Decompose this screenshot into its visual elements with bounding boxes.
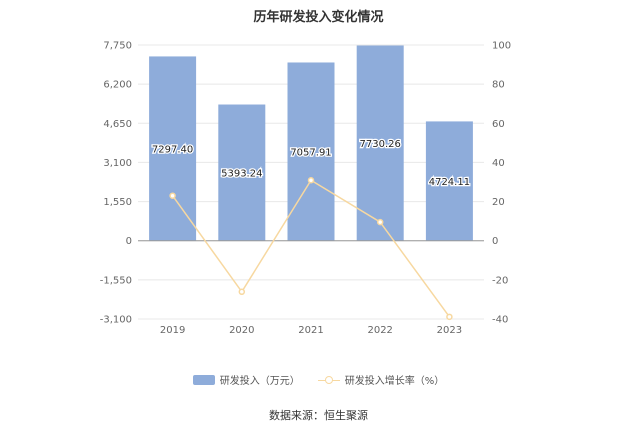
bar	[287, 62, 335, 241]
y-right-tick-label: 20	[492, 197, 505, 208]
y-right-tick-label: 40	[492, 158, 505, 169]
y-right-tick-label: 80	[492, 80, 505, 91]
x-tick-label: 2021	[298, 325, 323, 336]
legend: 研发投入（万元） 研发投入增长率（%）	[0, 372, 637, 387]
y-right-tick-label: 100	[492, 41, 511, 52]
legend-bar-label: 研发投入（万元）	[219, 376, 300, 387]
bar-data-label: 4724.11	[429, 177, 470, 188]
legend-item-bar[interactable]: 研发投入（万元）	[192, 372, 300, 387]
y-left-tick-label: 7,750	[103, 41, 132, 52]
chart-title: 历年研发投入变化情况	[253, 10, 384, 25]
bar	[425, 121, 473, 241]
y-right-tick-label: 60	[492, 119, 505, 130]
x-tick-label: 2020	[229, 325, 254, 336]
y-left-tick-label: 3,100	[103, 158, 132, 169]
chart-canvas: 7,750 6,200 4,650 3,100 1,550 0 -1,550 -3,100 10…	[100, 41, 511, 337]
bar	[149, 56, 197, 241]
y-left-tick-label: 0	[126, 236, 132, 247]
bar-data-label: 5393.24	[221, 169, 262, 180]
legend-item-line[interactable]: 研发投入增长率（%）	[317, 372, 445, 387]
legend-line-swatch	[317, 375, 340, 385]
bar-data-label: 7730.26	[360, 139, 401, 150]
bar	[218, 104, 266, 241]
legend-line-label: 研发投入增长率（%）	[344, 376, 445, 387]
bar	[356, 45, 404, 241]
x-tick-label: 2023	[437, 325, 462, 336]
y-left-tick-label: -1,550	[100, 275, 132, 286]
y-right-tick-label: -20	[492, 275, 508, 286]
legend-bar-swatch	[192, 374, 215, 385]
growth-point	[376, 218, 384, 226]
x-tick-label: 2022	[367, 325, 392, 336]
y-right-tick-label: 0	[492, 236, 498, 247]
growth-point	[446, 313, 453, 321]
y-left-tick-label: -3,100	[100, 315, 132, 326]
growth-point	[238, 288, 246, 296]
bar-data-label: 7057.91	[290, 148, 331, 159]
growth-point	[307, 176, 315, 184]
y-left-tick-label: 6,200	[103, 80, 132, 91]
x-tick-label: 2019	[160, 325, 185, 336]
data-source: 数据来源：恒生聚源	[269, 409, 368, 422]
growth-point	[169, 192, 176, 199]
y-left-tick-label: 4,650	[103, 119, 132, 130]
y-right-tick-label: -40	[492, 315, 508, 326]
bar-data-label: 7297.40	[152, 145, 193, 156]
y-left-tick-label: 1,550	[103, 197, 132, 208]
